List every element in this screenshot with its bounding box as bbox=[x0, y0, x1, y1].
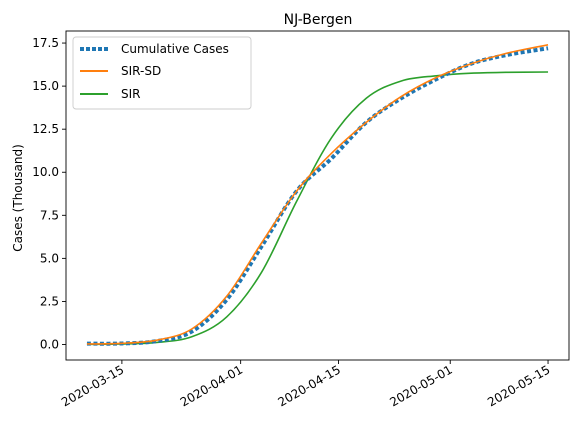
data-point-sir-sd bbox=[436, 77, 437, 78]
data-point-sir-sd bbox=[296, 191, 297, 192]
data-point-sir-sd bbox=[331, 153, 332, 154]
data-point-sir-sd bbox=[401, 96, 402, 97]
data-point-cumulative-cases bbox=[401, 98, 402, 99]
data-point-sir-sd bbox=[471, 63, 472, 64]
x-tick-label: 2020-05-01 bbox=[387, 362, 454, 409]
data-point-cumulative-cases bbox=[436, 79, 437, 80]
y-tick-label: 2.5 bbox=[40, 294, 59, 308]
data-point-sir bbox=[366, 98, 367, 99]
data-point-sir bbox=[226, 316, 227, 317]
data-point-sir-sd bbox=[547, 44, 548, 45]
data-point-cumulative-cases bbox=[506, 55, 507, 56]
data-point-sir bbox=[156, 342, 157, 343]
data-point-sir bbox=[296, 201, 297, 202]
data-point-sir-sd bbox=[226, 296, 227, 297]
chart-title: NJ-Bergen bbox=[284, 12, 353, 28]
data-point-cumulative-cases bbox=[547, 48, 548, 49]
data-point-sir bbox=[471, 73, 472, 74]
data-point-sir bbox=[436, 75, 437, 76]
x-tick-label: 2020-04-01 bbox=[178, 362, 245, 409]
data-point-sir-sd bbox=[261, 242, 262, 243]
data-point-sir bbox=[261, 272, 262, 273]
data-point-cumulative-cases bbox=[261, 246, 262, 247]
data-point-sir-sd bbox=[506, 53, 507, 54]
x-tick-label: 2020-04-15 bbox=[276, 362, 343, 409]
y-tick-label: 12.5 bbox=[32, 122, 59, 136]
data-point-sir bbox=[506, 72, 507, 73]
y-tick-label: 0.0 bbox=[40, 337, 59, 351]
data-point-sir-sd bbox=[366, 122, 367, 123]
y-tick-label: 17.5 bbox=[32, 36, 59, 50]
data-point-sir bbox=[331, 137, 332, 138]
y-tick-label: 10.0 bbox=[32, 165, 59, 179]
y-tick-label: 5.0 bbox=[40, 251, 59, 265]
y-tick-label: 15.0 bbox=[32, 79, 59, 93]
data-point-sir-sd bbox=[191, 328, 192, 329]
legend-label-sir-sd: SIR-SD bbox=[121, 64, 161, 78]
data-point-sir bbox=[191, 336, 192, 337]
x-tick-label: 2020-03-15 bbox=[59, 362, 126, 409]
legend: Cumulative Cases SIR-SD SIR bbox=[73, 37, 251, 109]
data-point-sir-sd bbox=[86, 343, 87, 344]
data-point-cumulative-cases bbox=[191, 331, 192, 332]
data-point-sir bbox=[547, 71, 548, 72]
legend-label-sir: SIR bbox=[121, 87, 141, 101]
data-point-sir-sd bbox=[121, 343, 122, 344]
series-line-sir bbox=[87, 72, 548, 344]
data-point-cumulative-cases bbox=[331, 158, 332, 159]
x-tick-label: 2020-05-15 bbox=[485, 362, 552, 409]
data-point-cumulative-cases bbox=[226, 299, 227, 300]
data-point-sir-sd bbox=[156, 340, 157, 341]
legend-label-cumulative-cases: Cumulative Cases bbox=[121, 42, 229, 56]
data-point-sir bbox=[401, 80, 402, 81]
y-tick-label: 7.5 bbox=[40, 208, 59, 222]
y-axis-label: Cases (Thousand) bbox=[11, 144, 25, 252]
